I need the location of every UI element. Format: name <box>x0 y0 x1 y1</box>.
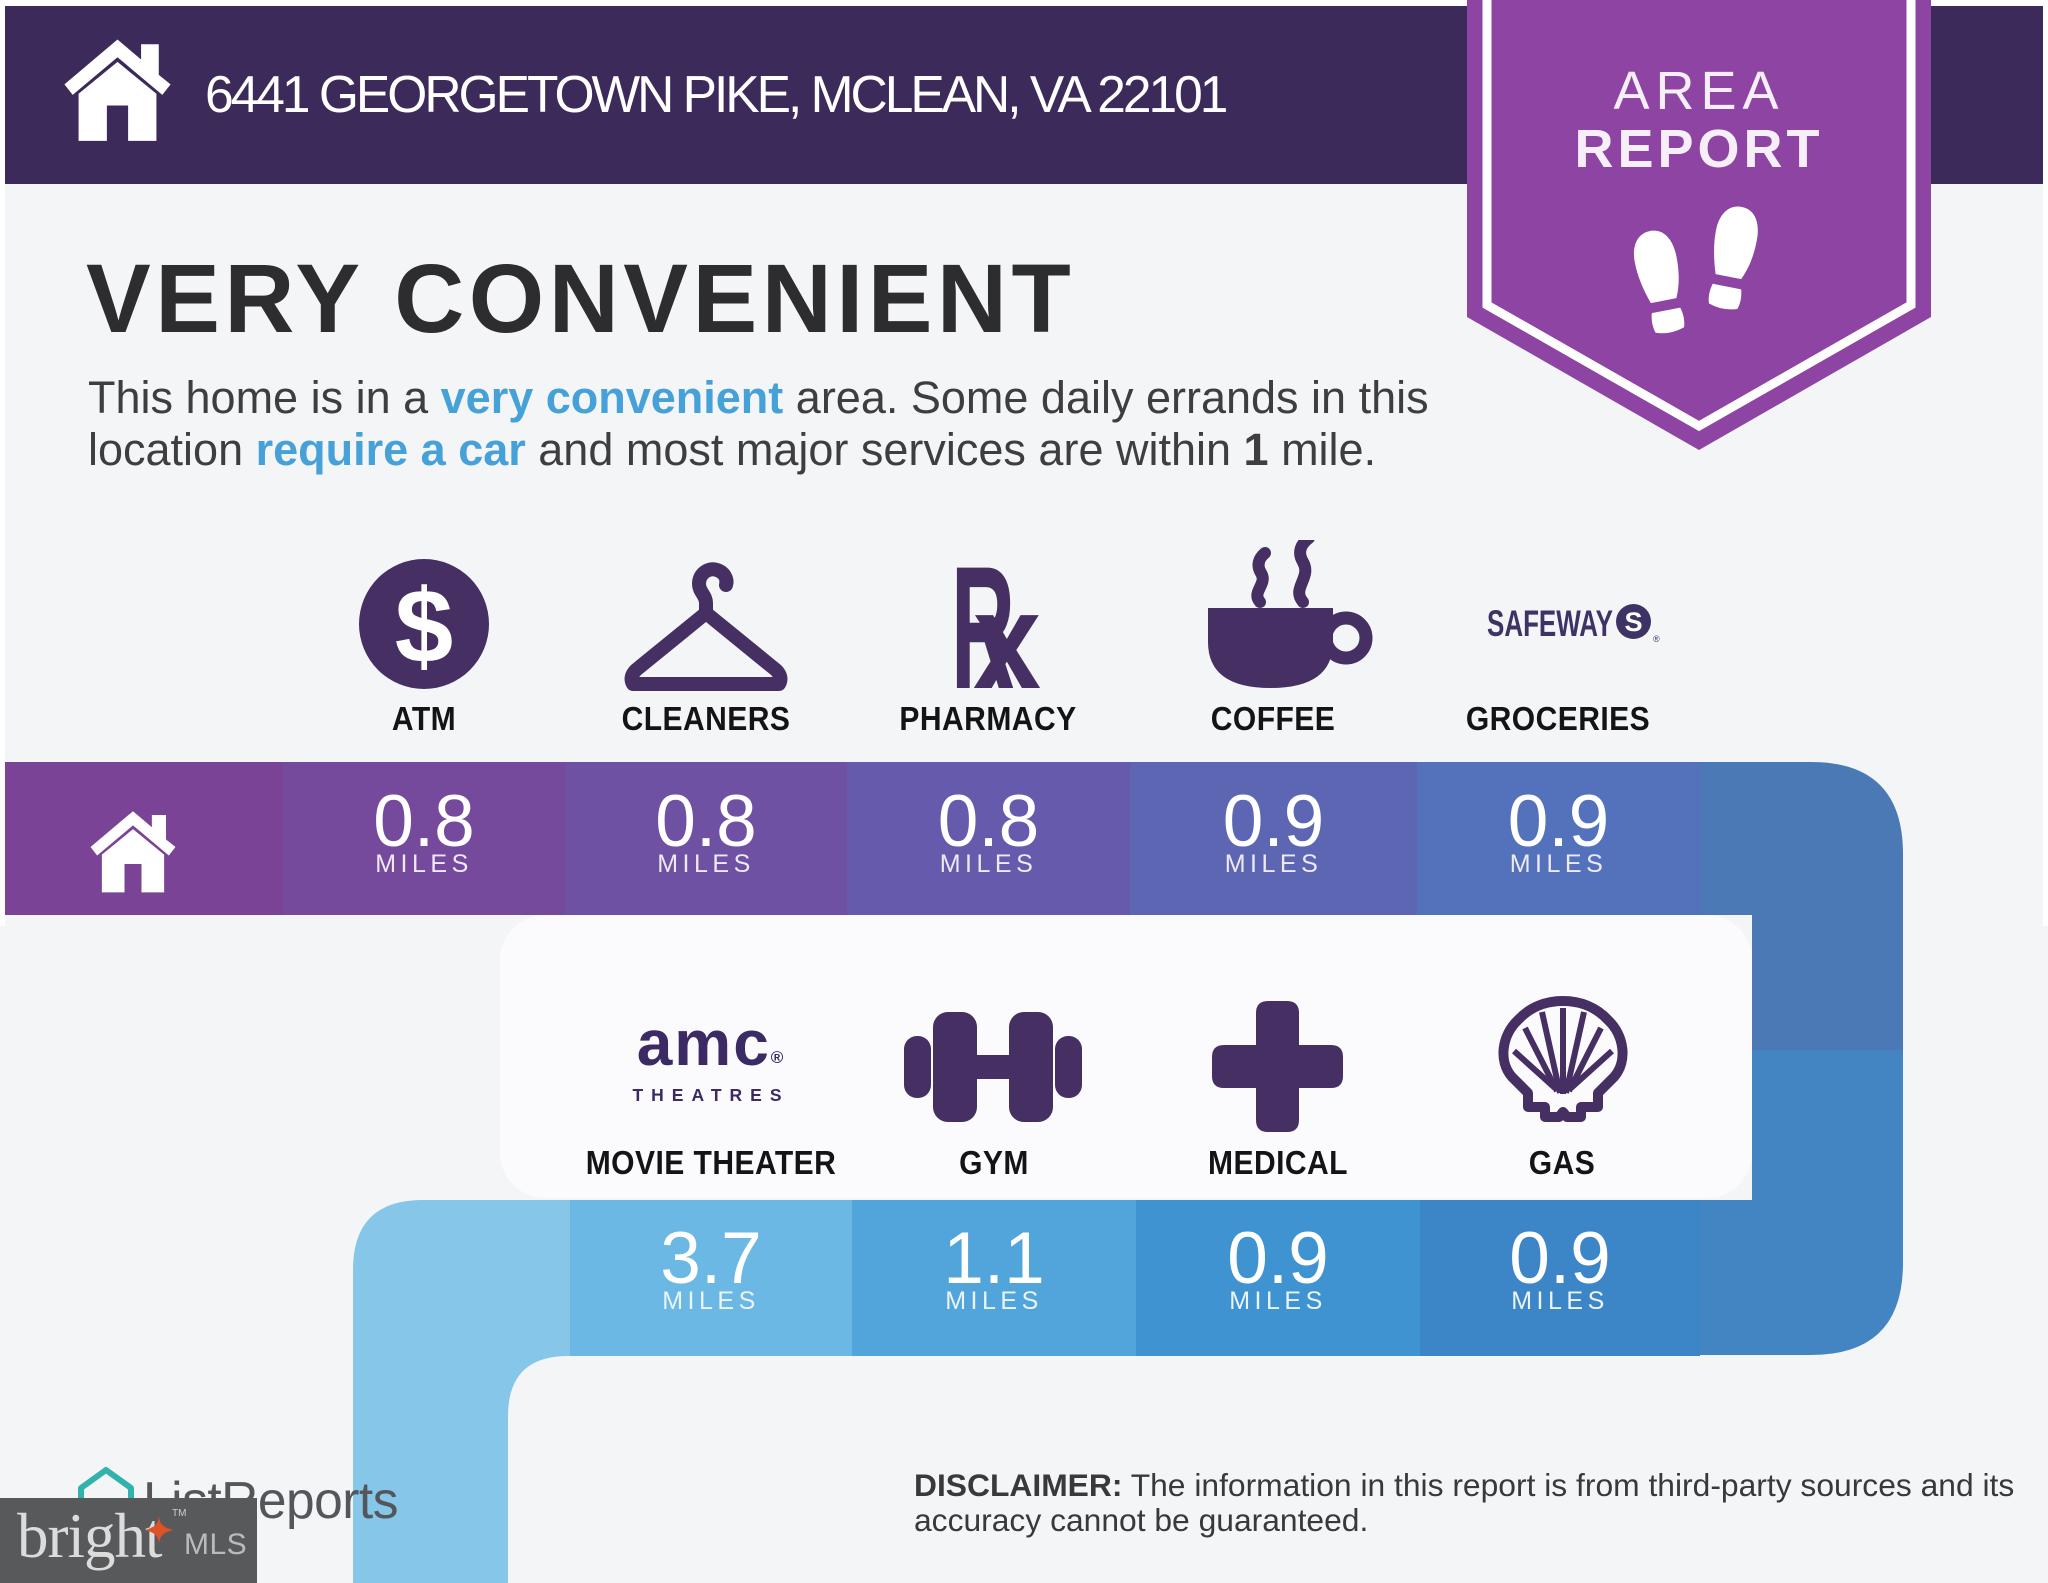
svg-text:R: R <box>951 555 1015 695</box>
svg-text:SAFEWAY: SAFEWAY <box>1487 602 1613 642</box>
svg-text:$: $ <box>395 568 453 685</box>
svg-text:REPORT: REPORT <box>1574 119 1823 179</box>
svg-text:S: S <box>1624 606 1642 637</box>
svg-text:AREA: AREA <box>1613 61 1784 121</box>
svg-text:x: x <box>973 564 1041 695</box>
